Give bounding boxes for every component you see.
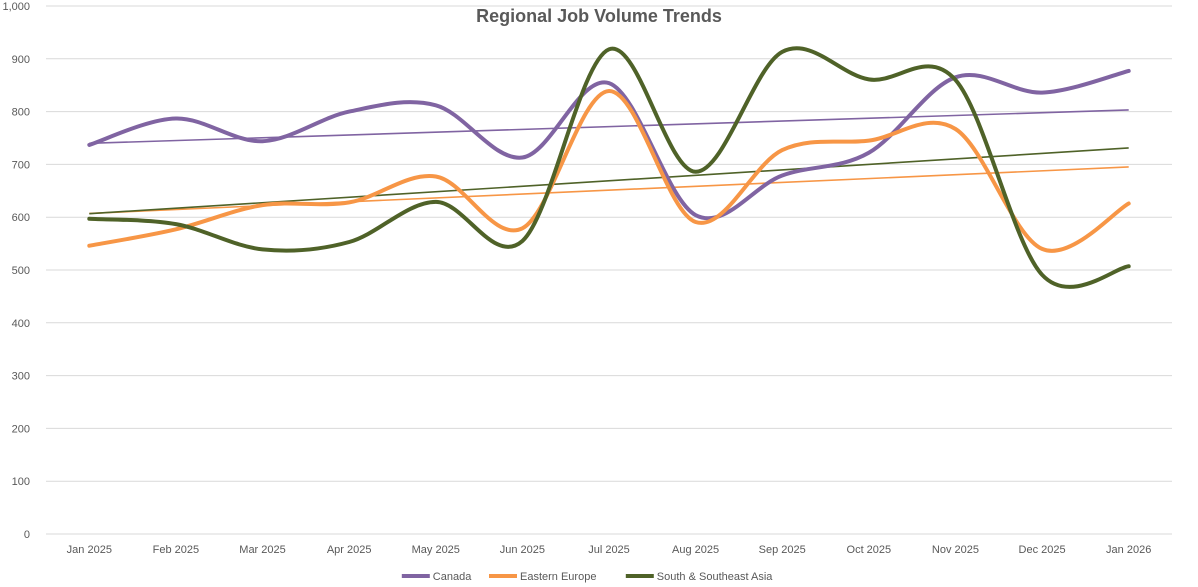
series-line-south-southeast-asia: [87, 46, 1131, 289]
gridlines: [46, 5, 1172, 535]
y-tick-label: 0: [24, 529, 30, 541]
x-tick-label: Jun 2025: [500, 544, 545, 556]
y-tick-label: 200: [12, 423, 30, 435]
y-tick-label: 400: [12, 318, 30, 330]
x-tick-label: Dec 2025: [1019, 544, 1066, 556]
series-line-eastern-europe: [87, 88, 1131, 253]
x-tick-label: Sep 2025: [759, 544, 806, 556]
y-tick-label: 700: [12, 159, 30, 171]
x-tick-label: Feb 2025: [153, 544, 199, 556]
series-line-canada: [87, 68, 1131, 221]
x-tick-label: Mar 2025: [239, 544, 285, 556]
x-tick-label: Oct 2025: [847, 544, 892, 556]
chart-title: Regional Job Volume Trends: [476, 6, 722, 26]
legend-label: Canada: [433, 571, 472, 583]
x-tick-label: Jul 2025: [588, 544, 630, 556]
y-tick-label: 800: [12, 107, 30, 119]
x-tick-label: May 2025: [412, 544, 460, 556]
legend-item-south-southeast-asia: South & Southeast Asia: [625, 571, 773, 583]
y-axis: 0 100 200 300 400 500 600 700 800 900 1,000: [2, 1, 30, 541]
legend: Canada Eastern Europe South & Southeast As…: [401, 571, 773, 583]
y-tick-label: 1,000: [2, 1, 30, 13]
x-tick-label: Nov 2025: [932, 544, 979, 556]
trendline-eastern-europe: [89, 166, 1129, 215]
trendline-south-southeast-asia: [89, 147, 1129, 215]
x-tick-label: Aug 2025: [672, 544, 719, 556]
y-tick-label: 600: [12, 212, 30, 224]
y-tick-label: 900: [12, 54, 30, 66]
x-axis: Jan 2025 Feb 2025 Mar 2025 Apr 2025 May 2025…: [67, 544, 1152, 556]
trendlines: [89, 109, 1129, 215]
legend-item-canada: Canada: [401, 571, 472, 583]
x-tick-label: Jan 2026: [1106, 544, 1151, 556]
series-lines: [87, 46, 1131, 289]
x-tick-label: Apr 2025: [327, 544, 372, 556]
legend-label: South & Southeast Asia: [657, 571, 773, 583]
y-tick-label: 100: [12, 476, 30, 488]
x-tick-label: Jan 2025: [67, 544, 112, 556]
legend-item-eastern-europe: Eastern Europe: [489, 571, 596, 583]
legend-label: Eastern Europe: [520, 571, 596, 583]
y-tick-label: 500: [12, 265, 30, 277]
trendline-canada: [89, 109, 1129, 145]
y-tick-label: 300: [12, 371, 30, 383]
